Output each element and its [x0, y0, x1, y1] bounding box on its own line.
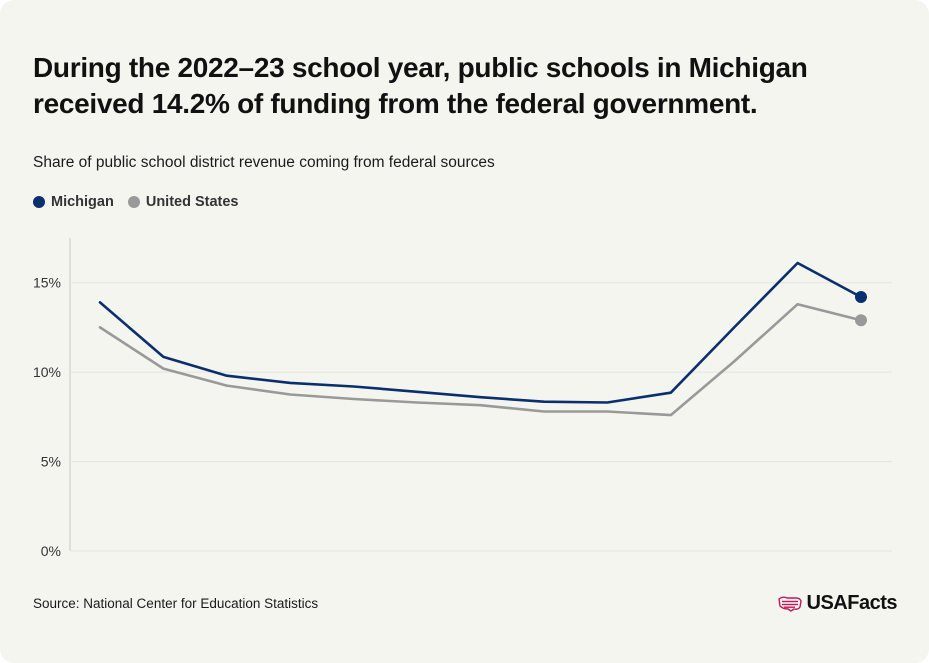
y-tick-label: 15%: [33, 275, 61, 291]
end-point-united-states: [855, 314, 867, 327]
chart-title: During the 2022–23 school year, public s…: [33, 52, 808, 119]
series-line-united-states: [98, 302, 863, 417]
y-tick-label: 0%: [41, 543, 61, 559]
series-line-michigan: [98, 261, 863, 404]
legend-item-michigan[interactable]: Michigan: [33, 194, 114, 210]
logo-text: USAFacts: [806, 592, 898, 614]
legend-marker-united-states: [127, 196, 140, 208]
y-tick-label: 10%: [33, 364, 61, 380]
legend-item-united-states[interactable]: United States: [127, 194, 239, 210]
legend: Michigan United States: [33, 194, 253, 210]
legend-label-united-states: United States: [145, 194, 239, 210]
chart-subtitle: Share of public school district revenue …: [33, 154, 495, 171]
end-point-michigan: [855, 291, 867, 304]
usafacts-logo[interactable]: USAFacts: [777, 592, 898, 615]
legend-label-michigan: Michigan: [51, 194, 114, 210]
source-note: Source: National Center for Education St…: [33, 596, 319, 611]
legend-marker-michigan: [33, 196, 45, 208]
y-tick-label: 5%: [41, 454, 61, 470]
us-map-flag-icon: [777, 596, 802, 612]
